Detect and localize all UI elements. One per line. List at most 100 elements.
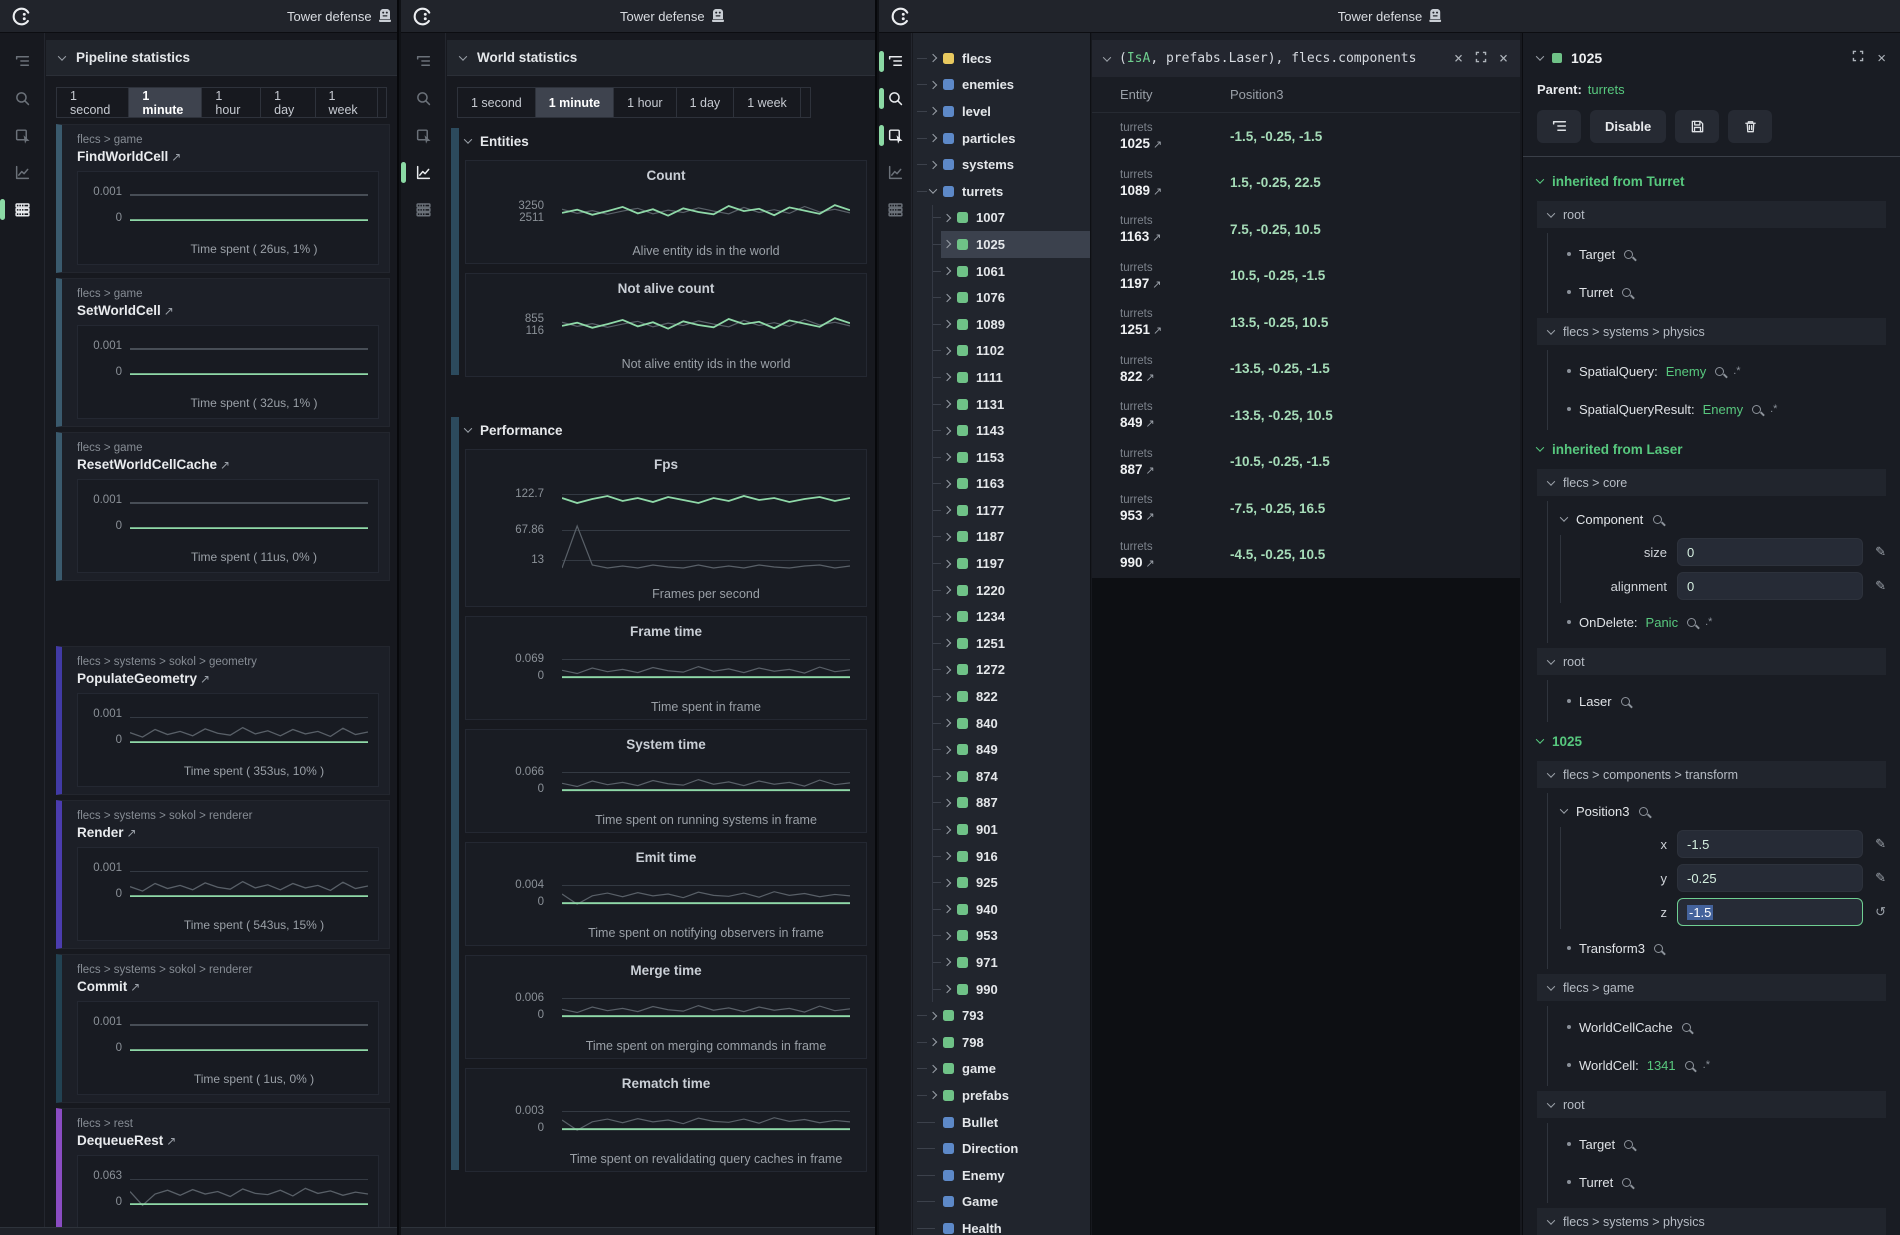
- chevron-right-icon[interactable]: [928, 54, 938, 63]
- tree-row-inner[interactable]: Health: [935, 1215, 1090, 1235]
- outliner-icon[interactable]: [401, 43, 445, 80]
- time-range-button[interactable]: 1 day: [261, 88, 316, 117]
- external-link-icon[interactable]: ↗: [1145, 418, 1155, 431]
- tree-row-Bullet[interactable]: Bullet: [917, 1109, 1090, 1136]
- search-icon[interactable]: [879, 80, 911, 117]
- external-link-icon[interactable]: ↗: [1153, 139, 1163, 152]
- time-range-button[interactable]: 1 day: [676, 88, 735, 117]
- query-entity-id[interactable]: 849 ↗: [1120, 415, 1155, 431]
- chevron-right-icon[interactable]: [942, 452, 952, 462]
- chart-icon[interactable]: [0, 154, 44, 191]
- field-input-x[interactable]: -1.5: [1677, 830, 1864, 858]
- tree-row-925[interactable]: 925: [933, 869, 1090, 896]
- external-link-icon[interactable]: ↗: [1145, 557, 1155, 570]
- edit-icon[interactable]: ✎: [1875, 578, 1886, 593]
- tree-row-inner[interactable]: Game: [935, 1189, 1090, 1216]
- tree-row-inner[interactable]: level: [927, 98, 1090, 125]
- component-item[interactable]: WorldCell: 1341 .*: [1548, 1046, 1886, 1084]
- tree-row-inner[interactable]: 1163: [941, 471, 1090, 498]
- external-link-icon[interactable]: ↗: [1145, 464, 1155, 477]
- tree-row-793[interactable]: 793: [917, 1002, 1090, 1029]
- query-entity-id[interactable]: 887 ↗: [1120, 461, 1155, 477]
- tree-row-inner[interactable]: 940: [941, 896, 1090, 923]
- component-item[interactable]: Target: [1548, 235, 1886, 273]
- query-text[interactable]: (IsA, prefabs.Laser), flecs.components: [1119, 51, 1417, 66]
- tree-row-inner[interactable]: particles: [927, 125, 1090, 152]
- stats-group-header[interactable]: Entities: [463, 126, 867, 156]
- component-value[interactable]: Enemy: [1702, 401, 1744, 417]
- query-entity-id[interactable]: 953 ↗: [1120, 508, 1155, 524]
- external-link-icon[interactable]: ↗: [166, 1134, 177, 1148]
- parent-link[interactable]: turrets: [1587, 82, 1625, 97]
- query-entity-cell[interactable]: turrets 1025 ↗: [1120, 121, 1230, 151]
- component-item[interactable]: Laser: [1548, 682, 1886, 720]
- component-item[interactable]: OnDelete: Panic .*: [1548, 603, 1886, 641]
- chevron-right-icon[interactable]: [928, 107, 938, 116]
- time-range-button[interactable]: 1 hour: [202, 88, 262, 117]
- stats-icon[interactable]: [401, 191, 445, 228]
- tree-row-1163[interactable]: 1163: [933, 471, 1090, 498]
- chevron-right-icon[interactable]: [942, 293, 952, 302]
- tree-row-prefabs[interactable]: prefabs: [917, 1082, 1090, 1109]
- query-entity-cell[interactable]: turrets 822 ↗: [1120, 354, 1230, 384]
- select-icon[interactable]: [0, 117, 44, 154]
- edit-icon[interactable]: ✎: [1875, 870, 1886, 885]
- chevron-right-icon[interactable]: [942, 798, 952, 808]
- chevron-right-icon[interactable]: [942, 639, 952, 648]
- tree-row-inner[interactable]: game: [927, 1056, 1090, 1083]
- tree-row-inner[interactable]: 1025: [941, 231, 1090, 258]
- external-link-icon[interactable]: ↗: [126, 826, 137, 840]
- tree-row-inner[interactable]: prefabs: [927, 1082, 1090, 1109]
- chevron-right-icon[interactable]: [942, 692, 952, 701]
- tree-row-798[interactable]: 798: [917, 1029, 1090, 1056]
- tree-row-1177[interactable]: 1177: [933, 497, 1090, 524]
- query-entity-cell[interactable]: turrets 849 ↗: [1120, 400, 1230, 430]
- time-range-button[interactable]: 1 second: [458, 88, 536, 117]
- tree-row-inner[interactable]: 1143: [941, 417, 1090, 444]
- query-entity-cell[interactable]: turrets 1163 ↗: [1120, 214, 1230, 244]
- tree-row-1143[interactable]: 1143: [933, 417, 1090, 444]
- chevron-right-icon[interactable]: [928, 1011, 938, 1020]
- components-view-button[interactable]: [1537, 110, 1581, 143]
- component-value[interactable]: Enemy: [1665, 363, 1707, 379]
- external-link-icon[interactable]: ↗: [1145, 511, 1155, 524]
- component-value[interactable]: Panic: [1645, 614, 1679, 630]
- expand-icon[interactable]: [1851, 49, 1865, 68]
- tree-row-enemies[interactable]: enemies: [917, 72, 1090, 99]
- external-link-icon[interactable]: ↗: [1153, 185, 1163, 198]
- field-input-alignment[interactable]: 0: [1677, 572, 1864, 600]
- query-entity-cell[interactable]: turrets 953 ↗: [1120, 493, 1230, 523]
- select-icon[interactable]: [401, 117, 445, 154]
- save-button[interactable]: [1675, 110, 1720, 143]
- magnifier-icon[interactable]: [1622, 287, 1632, 297]
- chevron-right-icon[interactable]: [942, 612, 952, 622]
- chevron-right-icon[interactable]: [942, 506, 952, 515]
- query-entity-cell[interactable]: turrets 1197 ↗: [1120, 261, 1230, 291]
- chevron-right-icon[interactable]: [942, 532, 952, 542]
- stats-icon[interactable]: [879, 191, 911, 228]
- chevron-right-icon[interactable]: [942, 319, 952, 329]
- chevron-right-icon[interactable]: [942, 772, 952, 781]
- chevron-right-icon[interactable]: [942, 745, 952, 754]
- scope-band[interactable]: root: [1537, 1091, 1886, 1118]
- panel-header-pipeline[interactable]: Pipeline statistics: [46, 40, 397, 76]
- tree-row-1007[interactable]: 1007: [933, 205, 1090, 232]
- search-icon[interactable]: [0, 80, 44, 117]
- component-item[interactable]: Turret: [1548, 273, 1886, 311]
- scope-band[interactable]: root: [1537, 201, 1886, 228]
- chevron-right-icon[interactable]: [942, 958, 952, 967]
- chevron-right-icon[interactable]: [942, 479, 952, 489]
- tree-row-940[interactable]: 940: [933, 896, 1090, 923]
- tree-row-game[interactable]: game: [917, 1056, 1090, 1083]
- component-expand[interactable]: Component: [1548, 503, 1886, 535]
- external-link-icon[interactable]: ↗: [163, 304, 174, 318]
- external-link-icon[interactable]: ↗: [200, 672, 211, 686]
- query-entity-id[interactable]: 1025 ↗: [1120, 136, 1163, 152]
- component-expand[interactable]: Position3: [1548, 795, 1886, 827]
- external-link-icon[interactable]: ↗: [1145, 371, 1155, 384]
- tree-row-inner[interactable]: Direction: [935, 1135, 1090, 1162]
- query-entity-id[interactable]: 1089 ↗: [1120, 182, 1163, 198]
- chevron-right-icon[interactable]: [942, 718, 952, 728]
- component-item[interactable]: WorldCellCache: [1548, 1008, 1886, 1046]
- outliner-icon[interactable]: [0, 43, 44, 80]
